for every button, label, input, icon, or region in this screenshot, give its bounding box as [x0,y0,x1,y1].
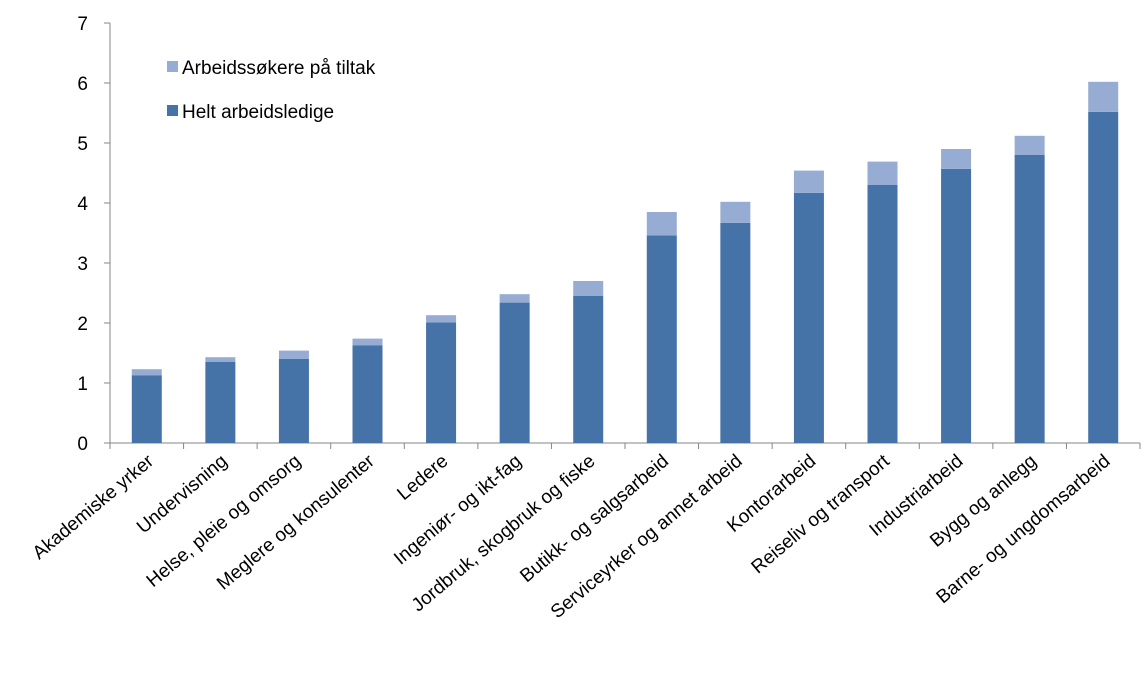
bar-arbeidssokere-tiltak [646,212,677,236]
legend-label-helt: Helt arbeidsledige [182,102,334,123]
legend-swatch-tiltak [167,61,178,72]
legend-background [165,48,455,136]
bar-helt-arbeidsledige [793,192,824,443]
bar-helt-arbeidsledige [646,235,677,443]
bar-arbeidssokere-tiltak [426,315,457,323]
y-tick-label: 5 [77,134,88,155]
y-axis: 0 1 2 3 4 5 6 7 [77,14,111,455]
legend: Arbeidssøkere på tiltak Helt arbeidsledi… [165,48,455,136]
bar-helt-arbeidsledige [1088,111,1119,444]
bar-arbeidssokere-tiltak [793,170,824,193]
bar-arbeidssokere-tiltak [867,161,898,185]
y-tick-label: 3 [77,254,88,275]
bar-arbeidssokere-tiltak [131,369,162,376]
bar-helt-arbeidsledige [1014,155,1045,443]
bar-arbeidssokere-tiltak [720,201,751,223]
bar-helt-arbeidsledige [867,185,898,443]
bar-helt-arbeidsledige [352,345,383,443]
bar-helt-arbeidsledige [278,359,309,443]
bar-helt-arbeidsledige [573,296,604,443]
legend-swatch-helt [167,105,178,116]
x-category-label: Reiseliv og transport [748,450,895,578]
legend-label-tiltak: Arbeidssøkere på tiltak [182,58,376,79]
y-tick-label: 2 [77,314,88,335]
bar-helt-arbeidsledige [205,362,236,443]
bar-arbeidssokere-tiltak [205,357,236,362]
x-category-label: Akademiske yrker [29,450,159,564]
bar-helt-arbeidsledige [499,302,530,443]
x-category-label: Ledere [393,451,452,505]
bar-arbeidssokere-tiltak [278,350,309,359]
y-tick-label: 6 [77,74,88,95]
bars [131,81,1119,444]
y-tick-label: 0 [77,434,88,455]
y-tick-label: 1 [77,374,88,395]
x-category-label: Ingeniør- og ikt-fag [390,451,526,570]
bar-arbeidssokere-tiltak [352,338,383,346]
bar-helt-arbeidsledige [720,222,751,443]
bar-arbeidssokere-tiltak [499,294,530,303]
bar-helt-arbeidsledige [941,168,972,444]
bar-arbeidssokere-tiltak [1088,81,1119,112]
bar-helt-arbeidsledige [426,322,457,443]
y-tick-label: 4 [77,194,88,215]
bar-arbeidssokere-tiltak [573,281,604,296]
bar-arbeidssokere-tiltak [1014,135,1045,155]
bar-arbeidssokere-tiltak [941,149,972,169]
bar-helt-arbeidsledige [131,375,162,443]
y-tick-label: 7 [77,14,88,35]
